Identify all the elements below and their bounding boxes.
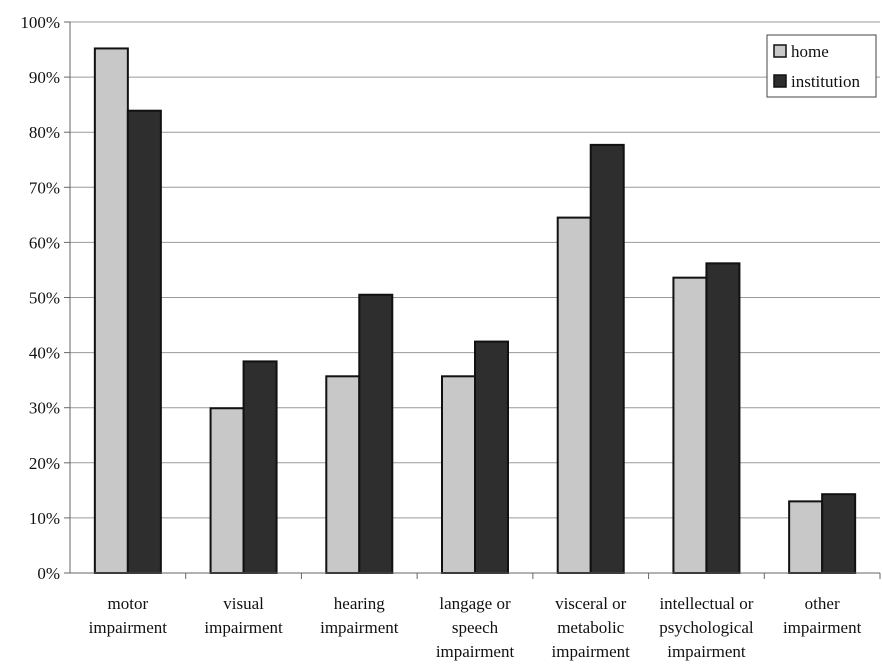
legend-swatch-home xyxy=(773,44,787,58)
bar-home xyxy=(788,500,824,574)
bar-institution xyxy=(705,262,741,574)
x-category-label-line: intellectual or xyxy=(659,594,753,613)
x-category-label-line: visual xyxy=(223,594,264,613)
legend: home institution xyxy=(766,34,877,98)
x-category-label-line: impairment xyxy=(436,642,515,661)
x-category-label-line: speech xyxy=(452,618,499,637)
x-category-label: visceral or metabolic impairment xyxy=(552,594,631,661)
bar-institution xyxy=(821,493,857,574)
x-category-label-line: other xyxy=(805,594,840,613)
y-tick-label: 40% xyxy=(29,344,60,363)
bar-institution xyxy=(126,109,162,574)
x-category-label-line: hearing xyxy=(334,594,385,613)
bar-institution xyxy=(589,143,625,575)
bar-home xyxy=(556,216,592,574)
x-category-label-line: metabolic xyxy=(557,618,624,637)
y-tick-label: 60% xyxy=(29,233,60,252)
x-category-label: other impairment xyxy=(783,594,862,637)
y-tick-label: 100% xyxy=(20,13,60,32)
bar-home xyxy=(441,375,476,574)
bar-home xyxy=(209,407,245,574)
y-tick-label: 20% xyxy=(29,454,60,473)
x-category-label-line: impairment xyxy=(204,618,283,637)
x-category-label: visual impairment xyxy=(204,594,283,637)
bar-institution xyxy=(358,293,394,574)
x-category-label-line: impairment xyxy=(783,618,862,637)
x-category-label: intellectual or psychological impairment xyxy=(659,594,754,661)
x-category-label-line: impairment xyxy=(89,618,168,637)
bars xyxy=(93,47,857,575)
legend-label-home: home xyxy=(791,42,829,61)
x-category-label: hearing impairment xyxy=(320,594,399,637)
y-tick-label: 70% xyxy=(29,178,60,197)
y-tick-label: 0% xyxy=(37,564,60,583)
bar-home xyxy=(325,375,361,574)
y-tick-label: 30% xyxy=(29,399,60,418)
x-category-label-line: langage or xyxy=(439,594,511,613)
x-category-label-line: motor xyxy=(108,594,149,613)
y-tick-label: 90% xyxy=(29,68,60,87)
bar-home xyxy=(672,276,708,574)
x-category-label-line: psychological xyxy=(659,618,754,637)
gridlines xyxy=(70,21,880,519)
legend-swatch-institution xyxy=(773,74,787,88)
y-tick-label: 50% xyxy=(29,289,60,308)
bar-institution xyxy=(242,360,278,574)
x-category-label-line: visceral or xyxy=(555,594,627,613)
y-tick-label: 80% xyxy=(29,123,60,142)
x-category-label: motor impairment xyxy=(89,594,168,637)
y-tick-label: 10% xyxy=(29,509,60,528)
x-category-label: langage or speech impairment xyxy=(436,594,515,661)
bar-home xyxy=(93,47,129,574)
legend-label-institution: institution xyxy=(791,72,860,91)
bar-institution xyxy=(474,340,509,574)
x-axis xyxy=(69,22,881,579)
y-axis-ticks: 0% 10% 20% 30% 40% 50% 60% 70% 80% 90% 100% xyxy=(20,13,70,583)
x-category-label-line: impairment xyxy=(320,618,399,637)
x-category-label-line: impairment xyxy=(667,642,746,661)
x-category-label-line: impairment xyxy=(552,642,631,661)
x-axis-category-labels: motor impairment visual impairment hearing im… xyxy=(89,594,862,661)
